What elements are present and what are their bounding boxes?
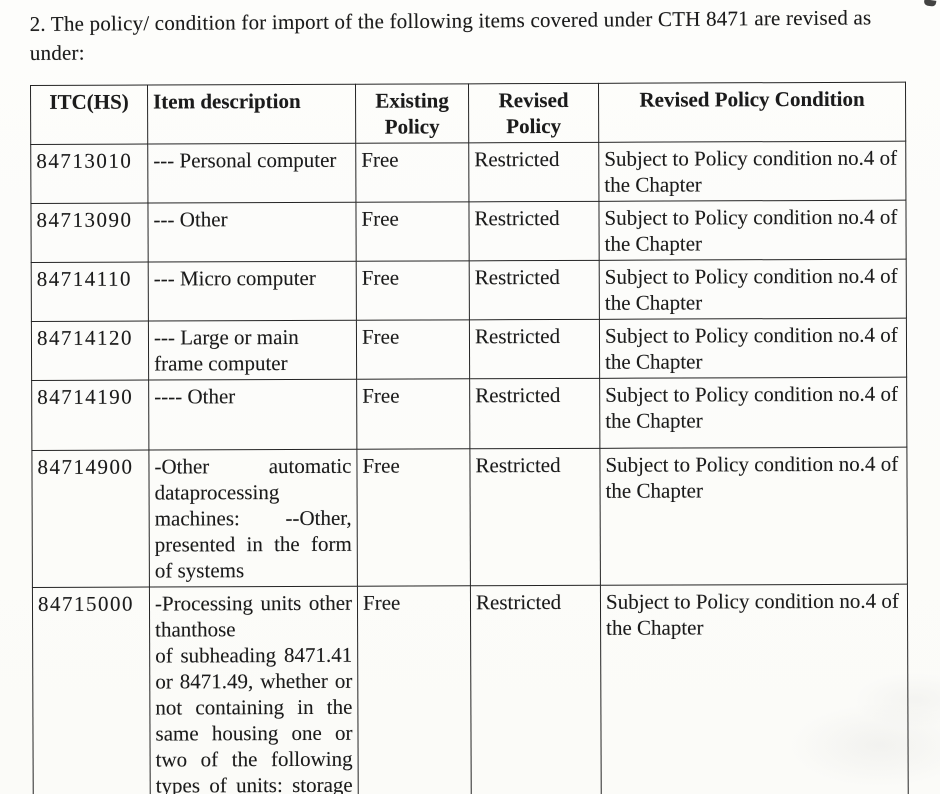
intro-paragraph: 2. The policy/ condition for import of t… [29, 5, 872, 66]
header-item-description: Item description [147, 84, 356, 145]
cell-revised-policy-condition: Subject to Policy condition no.4 of the … [599, 259, 907, 320]
cell-item-description: -Other automatic dataprocessing machines… [148, 449, 358, 588]
cell-item-description: --- Other [147, 202, 357, 263]
cell-revised-policy-condition: Subject to Policy condition no.4 of the … [599, 377, 907, 449]
cell-existing-policy: Free [355, 201, 470, 262]
cell-revised-policy-condition: Subject to Policy condition no.4 of the … [598, 200, 907, 261]
cell-itc-hs: 84714190 [31, 380, 149, 451]
cell-existing-policy: Free [356, 378, 470, 450]
cell-revised-policy: Restricted [468, 142, 599, 202]
cell-item-description: -Processing units other thanthose of sub… [149, 586, 359, 794]
scan-speck [923, 0, 937, 7]
cell-itc-hs: 84714110 [31, 262, 149, 322]
cell-itc-hs: 84713090 [30, 203, 149, 263]
header-row: ITC(HS) Item description Existing Policy… [30, 82, 906, 145]
cell-itc-hs: 84714120 [31, 321, 149, 381]
cell-revised-policy: Restricted [469, 319, 600, 379]
cell-item-description: --- Large or main frame computer [148, 320, 357, 381]
cell-itc-hs: 84713010 [30, 144, 148, 204]
cell-revised-policy-condition: Subject to Policy condition no.4 of the … [600, 584, 909, 794]
cell-revised-policy: Restricted [470, 585, 602, 794]
cell-revised-policy-condition: Subject to Policy condition no.4 of the … [598, 141, 906, 202]
cell-existing-policy: Free [356, 319, 470, 380]
table-row: 84714190 ---- Other Free Restricted Subj… [31, 377, 907, 451]
cell-revised-policy: Restricted [469, 448, 601, 586]
table-row: 84714110 --- Micro computer Free Restric… [31, 259, 907, 322]
header-revised-policy-condition: Revised Policy Condition [598, 82, 906, 143]
cell-item-description: --- Micro computer [148, 261, 357, 322]
cell-existing-policy: Free [355, 142, 469, 203]
cell-item-description: --- Personal computer [147, 143, 356, 204]
cell-revised-policy: Restricted [469, 378, 600, 449]
table-row: 84715000 -Processing units other thantho… [32, 584, 909, 794]
cell-revised-policy: Restricted [468, 201, 600, 261]
header-existing-policy: Existing Policy [355, 83, 469, 144]
cell-revised-policy: Restricted [469, 260, 600, 320]
cell-existing-policy: Free [356, 448, 471, 587]
header-itc-hs: ITC(HS) [30, 85, 148, 145]
table-body: 84713010 --- Personal computer Free Rest… [30, 141, 909, 794]
table-row: 84714120 --- Large or main frame compute… [31, 318, 907, 381]
table-header: ITC(HS) Item description Existing Policy… [30, 82, 906, 145]
table-row: 84713090 --- Other Free Restricted Subje… [30, 200, 907, 263]
table-row: 84713010 --- Personal computer Free Rest… [30, 141, 906, 204]
cell-item-description: ---- Other [148, 379, 357, 451]
cell-itc-hs: 84714900 [31, 450, 150, 588]
cell-existing-policy: Free [356, 260, 470, 321]
policy-table: ITC(HS) Item description Existing Policy… [30, 82, 909, 794]
cell-itc-hs: 84715000 [32, 587, 151, 794]
cell-revised-policy-condition: Subject to Policy condition no.4 of the … [599, 447, 908, 586]
table-row: 84714900 -Other automatic dataprocessing… [31, 447, 908, 588]
header-revised-policy: Revised Policy [468, 83, 599, 143]
cell-existing-policy: Free [357, 585, 472, 794]
policy-table-wrapper: ITC(HS) Item description Existing Policy… [30, 82, 909, 794]
cell-revised-policy-condition: Subject to Policy condition no.4 of the … [599, 318, 907, 379]
